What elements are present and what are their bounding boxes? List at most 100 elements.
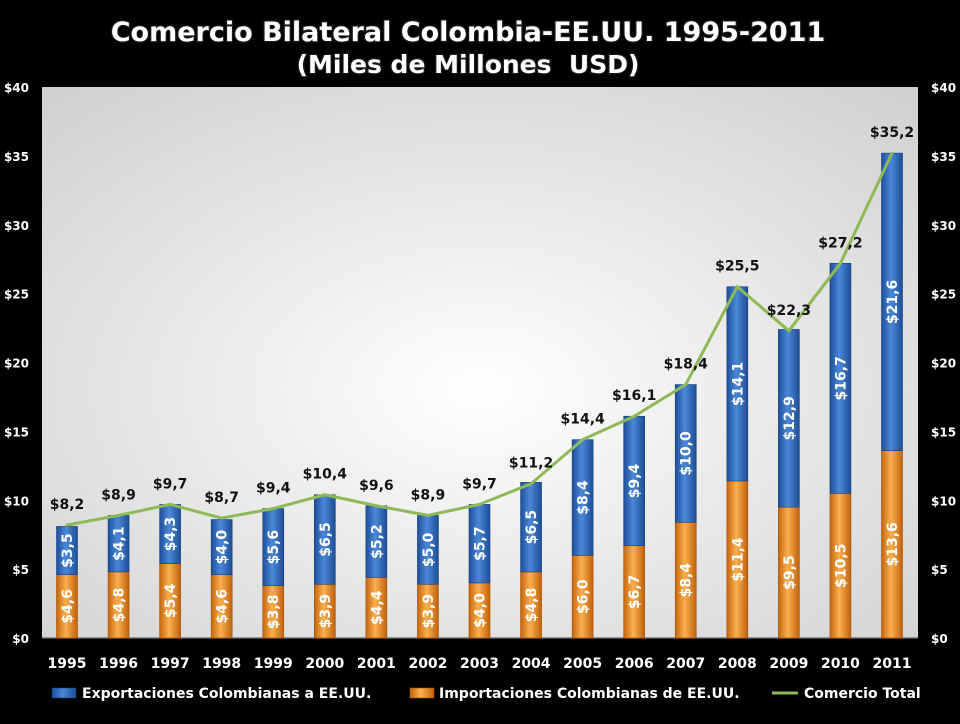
legend-export-label: Exportaciones Colombianas a EE.UU. [82,686,371,702]
import-value-label: $10,5 [833,544,849,588]
total-value-label: $9,4 [256,481,291,497]
total-trade-point [271,507,275,511]
export-value-label: $21,6 [885,280,901,324]
export-value-label: $5,0 [421,532,437,567]
total-trade-point [890,151,894,155]
y-tick-label-left: $25 [4,288,29,302]
export-value-label: $16,7 [833,356,849,400]
y-tick-label-right: $15 [931,425,956,439]
export-value-label: $12,9 [782,396,798,440]
x-tick-label: 2008 [718,656,757,672]
total-trade-point [168,502,172,506]
total-trade-point [838,261,842,265]
export-value-label: $14,1 [730,362,746,406]
total-trade-point [581,438,585,442]
total-trade-point [478,502,481,506]
x-tick-label: 1996 [99,656,138,672]
legend: Exportaciones Colombianas a EE.UU. Import… [51,686,921,702]
total-trade-point [323,493,327,497]
total-value-label: $8,9 [411,487,446,503]
x-tick-label: 2003 [460,656,499,672]
y-axis-right: $0 $5 $10 $15 $20 $25 $30 $35 $40 [931,81,956,646]
bar-series [56,152,903,639]
import-value-label: $8,4 [679,563,695,598]
export-value-label: $8,4 [576,480,592,515]
total-value-label: $16,1 [612,388,656,404]
import-value-label: $9,5 [782,555,798,590]
x-tick-label: 2005 [563,656,602,672]
import-value-label: $3,8 [266,595,282,630]
import-value-label: $4,6 [60,589,76,624]
x-tick-label: 2004 [512,656,551,672]
total-value-label: $22,3 [767,303,811,319]
total-trade-point [220,516,224,520]
total-value-label: $9,7 [153,476,188,492]
export-value-label: $10,0 [679,431,695,476]
legend-export-swatch [51,687,77,699]
legend-import-swatch [409,687,435,699]
x-tick-label: 1997 [151,656,190,672]
y-tick-label-left: $20 [4,357,29,371]
total-trade-point [374,504,378,508]
import-value-label: $6,7 [627,575,643,610]
y-tick-label-right: $5 [931,563,948,577]
x-tick-label: 1995 [48,656,87,672]
total-value-label: $25,5 [715,259,759,275]
import-value-label: $5,4 [163,583,179,618]
total-value-label: $18,4 [664,357,709,373]
import-value-label: $4,6 [215,589,231,624]
import-value-label: $11,4 [730,537,746,582]
y-tick-label-right: $30 [931,219,956,233]
y-tick-label-left: $35 [4,150,29,164]
export-value-label: $4,0 [215,530,231,565]
total-trade-point [65,523,69,527]
export-value-label: $3,5 [60,533,76,568]
y-tick-label-right: $35 [931,150,956,164]
y-tick-label-right: $20 [931,357,956,371]
y-tick-label-left: $40 [4,81,29,95]
total-trade-point [117,513,121,517]
total-value-label: $35,2 [870,125,914,141]
chart-title: Comercio Bilateral Colombia-EE.UU. 1995-… [111,17,826,48]
total-value-label: $8,2 [50,497,85,513]
total-value-label: $27,2 [818,235,862,251]
export-value-label: $5,7 [473,526,489,561]
legend-total-label: Comercio Total [804,686,921,702]
y-tick-label-right: $10 [931,494,956,508]
y-tick-label-left: $10 [4,494,29,508]
legend-import-label: Importaciones Colombianas de EE.UU. [439,686,740,702]
export-value-label: $5,6 [266,530,282,565]
export-value-label: $9,4 [627,463,643,498]
import-value-label: $4,0 [473,593,489,628]
total-trade-point [426,513,430,517]
y-tick-label-left: $5 [12,563,29,577]
x-tick-label: 2001 [357,656,396,672]
x-tick-label: 2002 [408,656,447,672]
x-tick-label: 1998 [202,656,241,672]
y-tick-label-right: $40 [931,81,956,95]
export-value-label: $6,5 [524,510,540,545]
total-trade-point [787,329,791,333]
import-value-label: $3,9 [318,594,334,629]
y-tick-label-left: $0 [12,632,29,646]
total-value-label: $11,2 [509,456,553,472]
total-value-label: $9,6 [359,478,394,494]
total-value-label: $8,9 [101,487,136,503]
x-axis-labels: 1995 1996 1997 1998 1999 2000 2001 2002 2003 2004… [48,656,912,672]
x-tick-label: 2000 [305,656,344,672]
total-value-label: $14,4 [560,412,605,428]
total-trade-point [735,285,739,289]
y-tick-label-left: $15 [4,425,29,439]
x-tick-label: 1999 [254,656,293,672]
export-value-label: $4,1 [112,526,128,561]
total-line-series [65,151,894,527]
chart-subtitle: (Miles de Millones USD) [297,50,640,79]
export-value-label: $5,2 [369,524,385,559]
import-value-label: $4,8 [112,588,128,623]
x-tick-label: 2006 [615,656,654,672]
import-value-label: $4,8 [524,588,540,623]
import-value-label: $4,4 [369,590,385,625]
export-value-label: $4,3 [163,517,179,552]
bar-data-labels: $4,6 $3,5 $4,8 $4,1 $5,4 $4,3 $4,6 $4,0 $3,8 $5,6… [60,280,901,629]
